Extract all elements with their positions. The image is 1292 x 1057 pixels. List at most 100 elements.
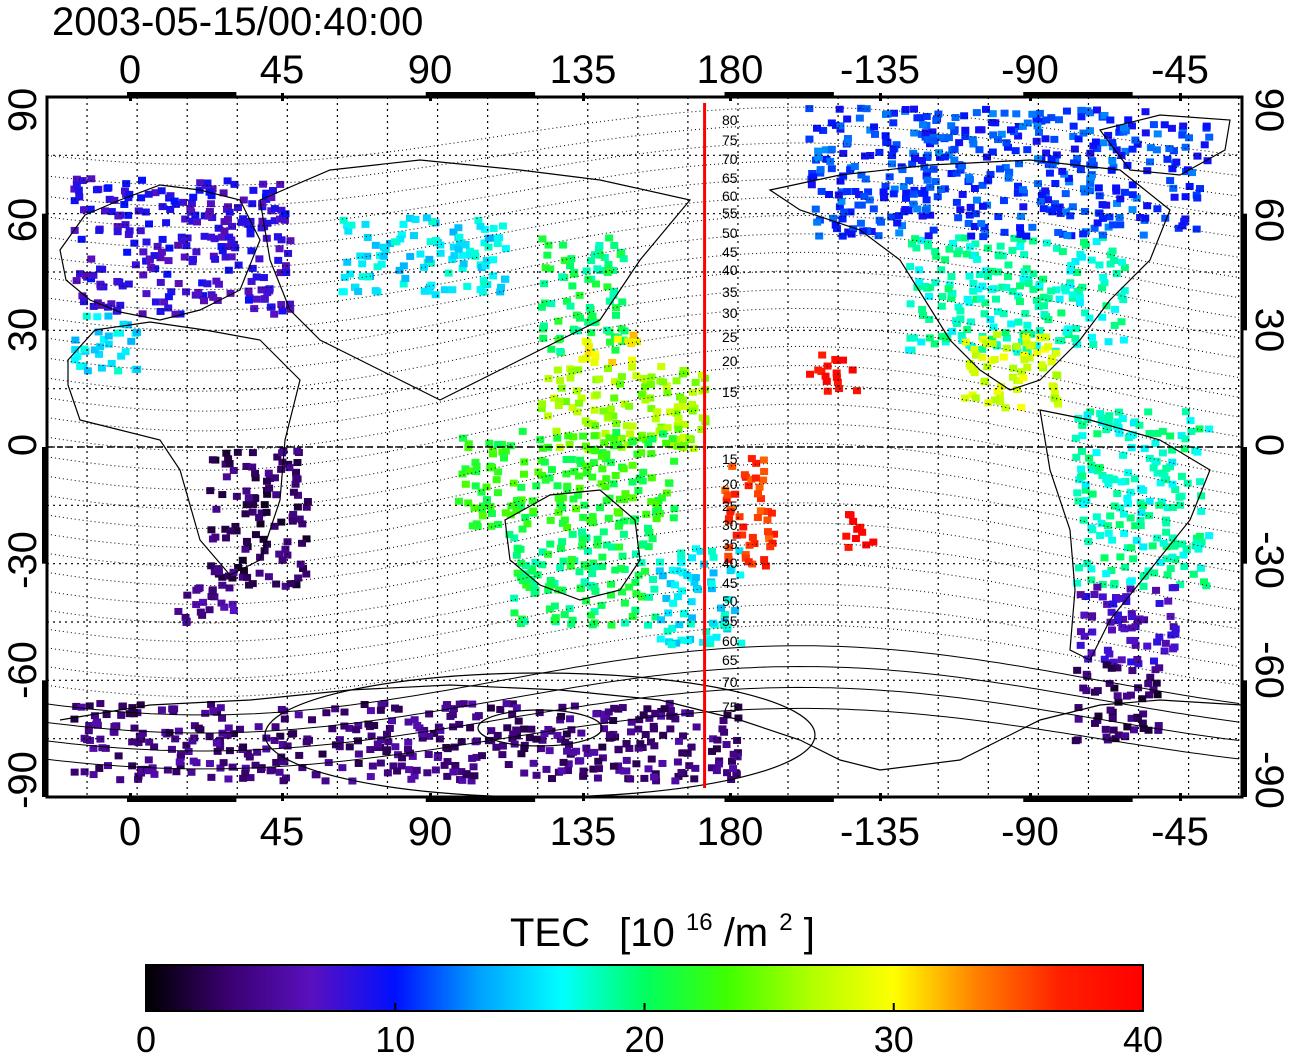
tec-cell bbox=[368, 762, 377, 770]
tec-cell bbox=[629, 331, 638, 339]
tec-cell bbox=[528, 497, 537, 505]
tec-cell bbox=[986, 170, 995, 178]
tec-cell bbox=[388, 717, 397, 725]
tec-cell bbox=[281, 582, 290, 590]
tec-cell bbox=[894, 212, 903, 220]
tec-cell bbox=[728, 462, 737, 470]
tec-cell bbox=[1073, 287, 1082, 295]
tec-cell bbox=[385, 724, 394, 732]
tec-cell bbox=[1155, 501, 1164, 509]
tec-cell bbox=[1044, 161, 1053, 169]
tec-cell bbox=[95, 226, 104, 234]
tec-cell bbox=[1168, 480, 1177, 488]
tec-cell bbox=[598, 743, 607, 751]
tec-cell bbox=[1029, 237, 1038, 245]
tec-cell bbox=[200, 232, 209, 240]
tec-cell bbox=[150, 743, 159, 751]
tec-cell bbox=[738, 531, 747, 539]
tec-cell bbox=[1035, 109, 1044, 117]
tec-cell bbox=[578, 535, 587, 543]
tec-cell bbox=[588, 513, 597, 521]
tec-cell bbox=[1058, 167, 1067, 175]
tec-cell bbox=[276, 732, 285, 740]
tec-cell bbox=[1108, 221, 1117, 229]
tec-cell bbox=[389, 762, 398, 770]
tec-cell bbox=[1143, 642, 1152, 650]
tec-cell bbox=[750, 540, 759, 548]
tec-cell bbox=[690, 578, 699, 586]
tec-cell bbox=[1062, 328, 1071, 336]
tec-cell bbox=[816, 166, 825, 174]
tec-cell bbox=[622, 422, 631, 430]
tec-cell bbox=[1098, 214, 1107, 222]
tec-cell bbox=[1197, 538, 1206, 546]
tec-cell bbox=[78, 292, 87, 300]
tec-cell bbox=[650, 585, 659, 593]
tec-cell bbox=[270, 310, 279, 318]
tec-cell bbox=[1080, 632, 1089, 640]
tec-cell bbox=[560, 256, 569, 264]
tec-cell bbox=[98, 744, 107, 752]
colorbar-unit-exponent: 16 bbox=[686, 909, 713, 936]
tec-cell bbox=[218, 573, 227, 581]
tec-cell bbox=[836, 122, 845, 130]
colorbar-title-text: TEC bbox=[510, 911, 590, 955]
tec-cell bbox=[476, 286, 485, 294]
tec-cell bbox=[1104, 418, 1113, 426]
tec-cell bbox=[583, 749, 592, 757]
tec-cell bbox=[965, 272, 974, 280]
tec-cell bbox=[188, 217, 197, 225]
tec-cell bbox=[1112, 270, 1121, 278]
tec-cell bbox=[85, 722, 94, 730]
tec-cell bbox=[1115, 429, 1124, 437]
tec-cell bbox=[685, 434, 694, 442]
tec-cell bbox=[926, 183, 935, 191]
tec-cell bbox=[839, 172, 848, 180]
tec-cell bbox=[244, 296, 253, 304]
tec-cell bbox=[93, 313, 102, 321]
tec-cell bbox=[224, 455, 233, 463]
tec-cell bbox=[843, 135, 852, 143]
tec-cell bbox=[286, 237, 295, 245]
graticule bbox=[47, 97, 1242, 797]
tec-cell bbox=[1113, 490, 1122, 498]
tec-cell bbox=[420, 287, 429, 295]
frame-bar bbox=[425, 796, 536, 802]
tec-cell bbox=[1020, 268, 1029, 276]
tec-cell bbox=[644, 529, 653, 537]
tec-cell bbox=[1177, 540, 1186, 548]
tec-cell bbox=[666, 408, 675, 416]
tec-cell bbox=[383, 746, 392, 754]
tec-cell bbox=[1160, 121, 1169, 129]
tec-cell bbox=[242, 462, 251, 470]
tec-cell bbox=[579, 513, 588, 521]
tec-cell bbox=[699, 638, 708, 646]
tec-cell bbox=[1025, 354, 1034, 362]
tec-cell bbox=[587, 611, 596, 619]
tec-cell bbox=[1180, 445, 1189, 453]
tec-cell bbox=[827, 145, 836, 153]
tec-cell bbox=[266, 303, 275, 311]
lon-tick-label-bottom: 0 bbox=[119, 810, 141, 854]
tec-cell bbox=[609, 291, 618, 299]
tec-cell bbox=[811, 205, 820, 213]
tec-cell bbox=[77, 235, 86, 243]
tec-cell bbox=[134, 207, 143, 215]
tec-cell bbox=[1133, 140, 1142, 148]
tec-cell bbox=[1151, 666, 1160, 674]
tec-cell bbox=[634, 744, 643, 752]
tec-cell bbox=[498, 751, 507, 759]
tec-cell bbox=[208, 456, 217, 464]
tec-cell bbox=[668, 566, 677, 574]
tec-cell bbox=[449, 228, 458, 236]
tec-cell bbox=[1104, 131, 1113, 139]
tec-cell bbox=[128, 762, 137, 770]
tec-cell bbox=[518, 525, 527, 533]
tec-cell bbox=[302, 738, 311, 746]
tec-cell bbox=[120, 200, 129, 208]
tec-cell bbox=[512, 551, 521, 559]
tec-cell bbox=[425, 732, 434, 740]
tec-cell bbox=[941, 256, 950, 264]
tec-cell bbox=[1029, 270, 1038, 278]
